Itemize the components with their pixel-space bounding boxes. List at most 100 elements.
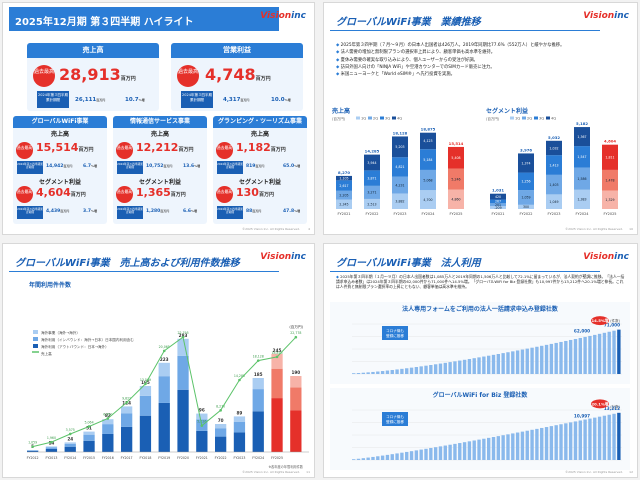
bar-value-label: 300 [523, 205, 529, 209]
x-tick-label: FY2024 [421, 212, 435, 216]
sales-value-label: 1,960 [47, 436, 56, 440]
data-bar [371, 456, 375, 460]
bar-segment [392, 176, 408, 194]
usage-bar [139, 386, 152, 396]
legend-label: 海外利用（インバウンド：海外→日本）日本国内利用含む [41, 337, 134, 342]
data-bar [554, 342, 558, 374]
usage-bar [252, 411, 264, 452]
chart-unit: (社数) [610, 404, 620, 409]
bar-value-label: 5,246 [451, 177, 460, 181]
chart-title: 法人専用フォームをご利用の法人一括請求申込み登録社数 [402, 305, 559, 313]
bar-segment [518, 190, 534, 205]
prior-period: 2024年第３四半期累計期間 [17, 161, 43, 174]
bar-segment [448, 168, 464, 190]
bar-segment [574, 146, 590, 168]
growth-badge [591, 399, 609, 409]
slide-title: 2025年12月期 第３四半期 ハイライト [9, 7, 279, 31]
slide-title: グローバルWiFi事業 業績推移 [330, 7, 600, 31]
sales-value-label: 20,065 [159, 345, 170, 349]
bar-segment [518, 204, 534, 209]
usage-value-label: 283 [179, 333, 188, 338]
usage-bar [83, 431, 95, 435]
note-text: 登録に推移 [386, 419, 404, 424]
bar-segment [448, 189, 464, 209]
usage-bar [102, 424, 114, 434]
segment-sales-label: 売上高 [150, 131, 169, 138]
bar-value-label: 1,367 [577, 135, 586, 139]
data-bar [593, 417, 597, 460]
data-bar [583, 419, 587, 460]
legend-label: 4Q [397, 117, 402, 121]
data-bar [443, 362, 447, 374]
x-tick-label: FY2019 [158, 456, 170, 460]
bullet: ◆ 夏休み需要の確実な取り込みにより、個人ユーザーからの受注が好調。 [336, 57, 478, 63]
usage-bar [177, 338, 189, 356]
bar-segment [574, 189, 590, 209]
vision-logo: Visioninc [260, 11, 306, 21]
sales-value-label: 6,650 [103, 412, 112, 416]
data-bar [607, 414, 611, 460]
segment-sales-growth: 6.7%増 [83, 164, 97, 169]
data-bar [496, 353, 501, 374]
data-bar [506, 434, 510, 460]
bar-value-label: 267 [495, 200, 501, 204]
note-text: コロナ禍も [386, 414, 404, 419]
record-badge: 過去最高 [16, 142, 33, 159]
data-bar [602, 332, 607, 374]
x-tick-label: FY2021 [491, 212, 504, 216]
bar-segment [546, 155, 562, 175]
usage-bar [45, 448, 58, 452]
data-bar [352, 373, 356, 374]
record-badge: 過去最高 [216, 186, 233, 203]
bar-value-label: 2,345 [339, 203, 348, 207]
chart-unit: (百万円) [486, 117, 500, 121]
data-bar [487, 355, 491, 374]
legend-swatch [368, 116, 372, 120]
data-bar [607, 331, 611, 374]
slide-title: グローバルWiFi事業 売上高および利用件数推移 [9, 248, 279, 272]
bar-total-label: 14,285 [365, 149, 380, 154]
chart-title: 売上高 [331, 107, 350, 115]
prior-period: 2024年第３四半期累計期間 [217, 206, 243, 219]
legend-swatch [356, 116, 360, 120]
vision-logo: Visioninc [583, 252, 629, 262]
x-tick-label: FY2022 [365, 212, 378, 216]
bar-value-label: 3,271 [367, 191, 376, 195]
growth-badge [591, 316, 609, 326]
segment-label: グランピング・ツーリズム事業 [213, 116, 307, 128]
bar-value-label: 2,205 [339, 194, 348, 198]
data-bar [612, 413, 616, 460]
x-tick-label: FY2023 [393, 212, 406, 216]
data-bar [376, 371, 380, 374]
usage-bar [102, 433, 114, 452]
usage-value-label: 82 [105, 413, 111, 418]
usage-bar [290, 410, 302, 452]
record-badge: 過去最高 [33, 65, 55, 87]
data-bar [380, 371, 385, 374]
segment-profit-value: 130百万円 [236, 186, 274, 199]
x-tick-label: FY2016 [102, 456, 114, 460]
bar-segment [364, 198, 380, 209]
usage-bar [121, 406, 133, 414]
usage-bar [177, 389, 189, 452]
bar-value-label: 3,944 [367, 161, 376, 165]
data-bar [520, 431, 525, 460]
bar-segment [336, 175, 352, 181]
record-badge: 過去最高 [116, 142, 133, 159]
bar-value-label: 1,403 [549, 183, 558, 187]
bar-value-label: 4,860 [451, 198, 460, 202]
usage-bar [64, 442, 76, 444]
bar-total-label: 8,270 [338, 170, 350, 175]
data-bar [549, 343, 554, 374]
data-bar [506, 352, 510, 374]
data-bar [361, 458, 366, 460]
bar-segment [364, 154, 380, 171]
segment-profit-label: セグメント利益 [138, 179, 181, 186]
bar-segment [546, 194, 562, 209]
prior-period: 2024年第３四半期累計期間 [117, 206, 143, 219]
data-bar [356, 373, 361, 374]
data-bar [568, 422, 573, 460]
segment-box: 情報通信サービス事業 売上高 過去最高 12,212百万円 2024年第３四半期… [113, 116, 207, 224]
data-bar [549, 426, 554, 460]
